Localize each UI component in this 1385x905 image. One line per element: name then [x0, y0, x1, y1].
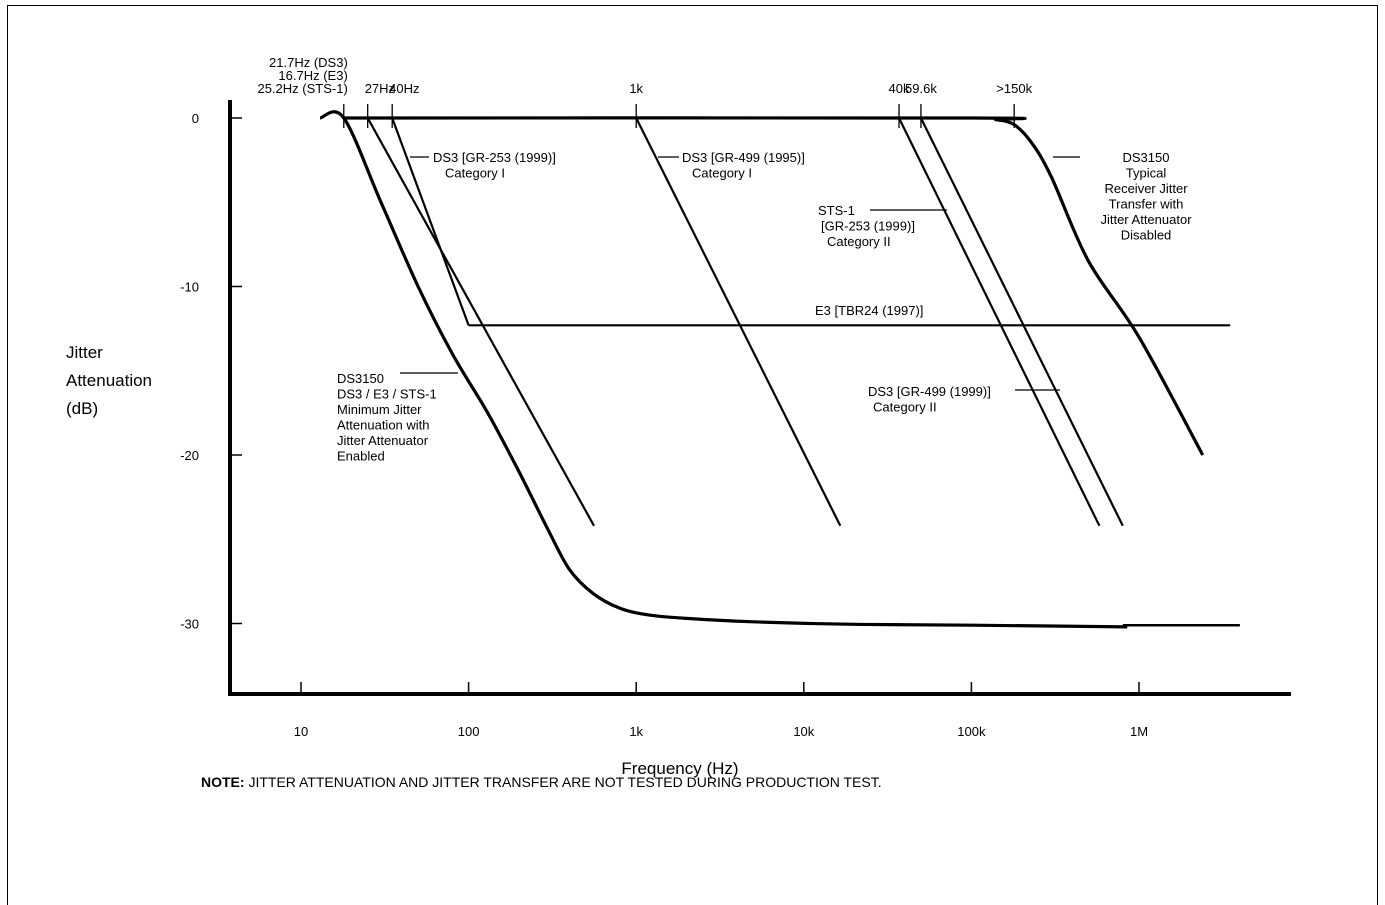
y-tick-label: -20 — [180, 448, 199, 463]
note-bold: NOTE: — [201, 774, 245, 790]
frequency-markers: 21.7Hz (DS3)16.7Hz (E3)25.2Hz (STS-1) 27H… — [257, 55, 1033, 128]
production-test-note: NOTE: JITTER ATTENUATION AND JITTER TRAN… — [201, 774, 882, 790]
annotation-text: Minimum Jitter — [337, 402, 422, 417]
series-group — [319, 110, 1240, 629]
y-tick-label: -30 — [180, 617, 199, 632]
series-line-6 — [898, 117, 1101, 527]
figure-frame — [7, 5, 1378, 905]
annotation-text: Receiver Jitter — [1104, 181, 1188, 196]
x-tick-label: 1k — [629, 724, 643, 739]
x-axis-label: Frequency (Hz) — [621, 759, 738, 778]
x-tick-label: 10k — [793, 724, 814, 739]
series-line-7 — [919, 117, 1124, 527]
annotation-text: Disabled — [1121, 228, 1172, 243]
series-line-3 — [366, 117, 595, 527]
annotation-text: Category II — [827, 234, 891, 249]
annotation-text: DS3 / E3 / STS-1 — [337, 387, 437, 402]
annotation-text: Category II — [873, 400, 937, 415]
annotation-text: Transfer with — [1109, 197, 1184, 212]
annotation-text: Enabled — [337, 449, 385, 464]
annotation-text: [GR-253 (1999)] — [821, 219, 915, 234]
axes: 0 -10 -20 -30 10 100 1k 10k 100k 1M Frequency (Hz)… — [66, 100, 1291, 778]
annotation-text: Category I — [445, 166, 505, 181]
annotation-text: Category I — [692, 166, 752, 181]
y-tick-label: 0 — [192, 111, 199, 126]
x-tick-label: 100 — [458, 724, 480, 739]
y-axis-label: Jitter — [66, 343, 103, 362]
x-tick-label: 100k — [957, 724, 986, 739]
annotation-text: Typical — [1126, 166, 1167, 181]
annotation-text: DS3150 — [1123, 150, 1170, 165]
marker-label: 27Hz — [365, 81, 395, 96]
y-axis-label: (dB) — [66, 399, 98, 418]
marker-label: 1k — [629, 81, 643, 96]
annotation-text: DS3150 — [337, 371, 384, 386]
y-tick-label: -10 — [180, 280, 199, 295]
series-line-0 — [319, 110, 1128, 629]
marker-label: 40Hz — [389, 81, 419, 96]
series-line-5 — [635, 117, 842, 527]
annotation-text: DS3 [GR-499 (1995)] — [682, 150, 805, 165]
annotation-text: Jitter Attenuator — [1100, 212, 1192, 227]
note-text: JITTER ATTENUATION AND JITTER TRANSFER A… — [245, 774, 882, 790]
marker-label: 40k — [889, 81, 910, 96]
series-line-1 — [343, 116, 1205, 456]
annotation-text: Attenuation with — [337, 418, 430, 433]
annotation-text: Jitter Attenuator — [337, 433, 429, 448]
annotation-text: STS-1 — [818, 203, 855, 218]
x-tick-label: 10 — [294, 724, 308, 739]
marker-label: 25.2Hz (STS-1) — [257, 81, 347, 96]
x-tick-label: 1M — [1130, 724, 1148, 739]
annotation-text: E3 [TBR24 (1997)] — [815, 303, 923, 318]
annotation-text: DS3 [GR-499 (1999)] — [868, 384, 991, 399]
marker-label: >150k — [996, 81, 1032, 96]
marker-label: 21.7Hz (DS3) — [269, 55, 348, 70]
annotation-text: DS3 [GR-253 (1999)] — [433, 150, 556, 165]
series-line-4 — [391, 117, 470, 326]
marker-label: 59.6k — [905, 81, 937, 96]
y-axis-label: Attenuation — [66, 371, 152, 390]
marker-label: 16.7Hz (E3) — [278, 68, 347, 83]
